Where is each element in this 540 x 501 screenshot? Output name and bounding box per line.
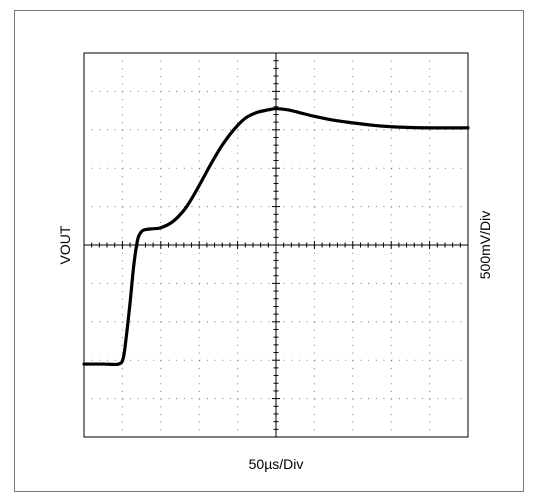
y-axis-label: VOUT <box>57 225 73 264</box>
x-axis-label: 50µs/Div <box>249 456 304 472</box>
y-scale-label: 500mV/Div <box>477 211 493 279</box>
vout-trace <box>82 107 470 367</box>
figure-frame: VOUT 500mV/Div 50µs/Div <box>14 10 524 492</box>
scope-chart: VOUT 500mV/Div 50µs/Div <box>57 52 493 472</box>
center-axes <box>84 53 468 437</box>
